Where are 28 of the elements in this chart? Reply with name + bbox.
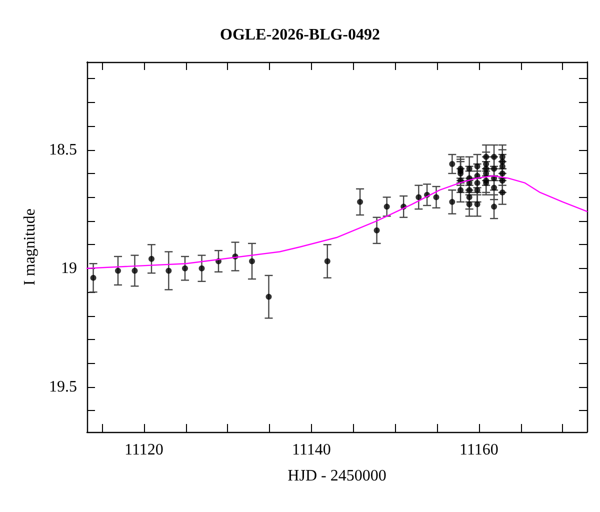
point <box>416 194 422 200</box>
x-tick-label: 11140 <box>292 442 331 458</box>
point <box>499 158 506 165</box>
y-axis-title: I magnitude <box>22 208 39 286</box>
point <box>114 268 121 274</box>
point <box>449 160 456 167</box>
point <box>357 198 364 205</box>
x-tick-label: 11120 <box>124 442 164 458</box>
y-tick-label: 19 <box>61 260 77 277</box>
point <box>266 294 272 300</box>
point <box>166 268 172 274</box>
point <box>449 198 456 205</box>
point <box>324 258 330 264</box>
point <box>148 256 154 262</box>
point <box>182 265 188 272</box>
y-tick-label: 19.5 <box>49 378 77 396</box>
x-axis-title: HJD - 2450000 <box>288 468 386 484</box>
point <box>132 268 138 274</box>
chart-title: OGLE-2026-BLG-0492 <box>220 26 380 44</box>
point <box>374 227 380 234</box>
point <box>198 265 205 272</box>
point <box>384 204 390 210</box>
point <box>249 258 255 264</box>
point <box>90 274 96 281</box>
point <box>491 204 498 210</box>
y-tick-label: 18.5 <box>49 141 77 158</box>
point <box>433 194 440 200</box>
x-tick-label: 11160 <box>460 442 498 458</box>
